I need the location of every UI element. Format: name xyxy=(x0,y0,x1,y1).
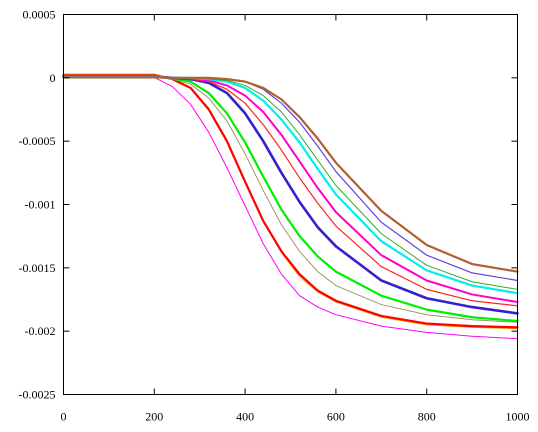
y-tick-label-4: -0.001 xyxy=(25,198,56,212)
x-tick-label-6: 1000 xyxy=(506,410,530,424)
x-tick-label-1: 0 xyxy=(61,410,67,424)
series-line-4 xyxy=(63,74,518,323)
x-tick-label-2: 200 xyxy=(145,410,163,424)
y-tick-label-3: -0.0005 xyxy=(19,134,56,148)
series-line-1 xyxy=(63,76,518,340)
series-line-7 xyxy=(62,74,519,307)
x-tick-label-5: 800 xyxy=(418,410,436,424)
y-tick-label-1: 0.0005 xyxy=(23,8,56,22)
tick-labels: 0 200 400 600 800 1000 0.0005 0 -0.0005 -0.001 -0.… xyxy=(19,8,530,424)
series-line-12 xyxy=(62,76,519,273)
series-line-5 xyxy=(62,75,519,323)
x-tick-label-4: 600 xyxy=(327,410,345,424)
ticks-layer xyxy=(63,14,518,395)
series-layer xyxy=(62,73,519,340)
y-tick-label-5: -0.0015 xyxy=(19,261,56,275)
plot-frame xyxy=(63,14,518,395)
x-tick-label-3: 400 xyxy=(236,410,254,424)
y-tick-label-7: -0.0025 xyxy=(19,388,56,402)
series-line-3 xyxy=(62,74,519,329)
y-tick-label-6: -0.002 xyxy=(25,324,56,338)
y-tick-label-2: 0 xyxy=(50,71,56,85)
